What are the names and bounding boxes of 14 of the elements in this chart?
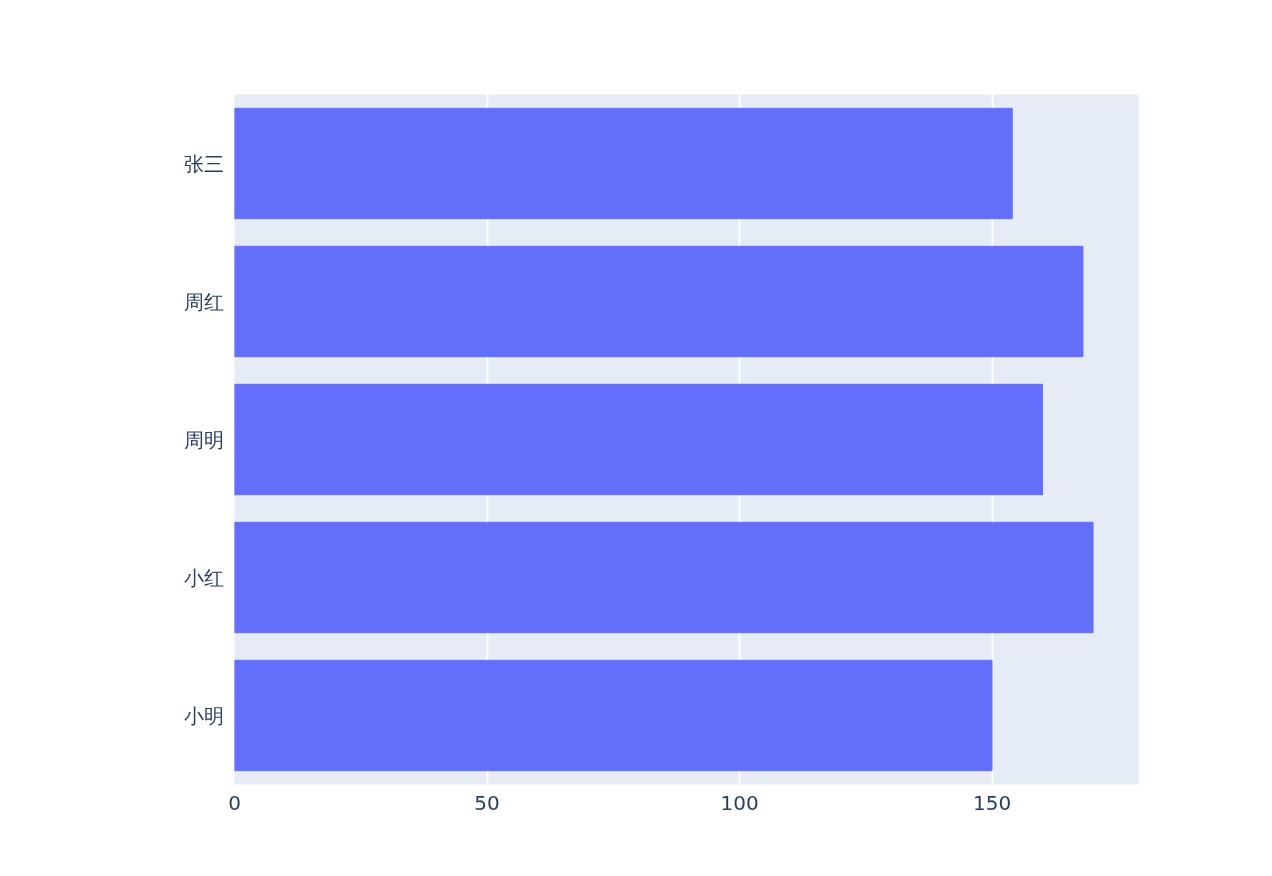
- x-tick-label: 50: [474, 790, 500, 815]
- y-tick-label: 小红: [183, 565, 224, 590]
- y-tick-label: 周明: [183, 427, 224, 452]
- bar: [234, 521, 1094, 634]
- bar: [234, 383, 1044, 496]
- y-tick-label: 小明: [183, 703, 224, 728]
- x-tick-label: 150: [972, 790, 1012, 815]
- y-tick-label: 张三: [183, 151, 224, 176]
- y-tick-label: 周红: [183, 289, 224, 314]
- x-tick-label: 0: [228, 790, 241, 815]
- bar: [234, 107, 1013, 220]
- x-tick-label: 100: [720, 790, 759, 815]
- bar: [234, 245, 1084, 358]
- bar: [234, 659, 993, 772]
